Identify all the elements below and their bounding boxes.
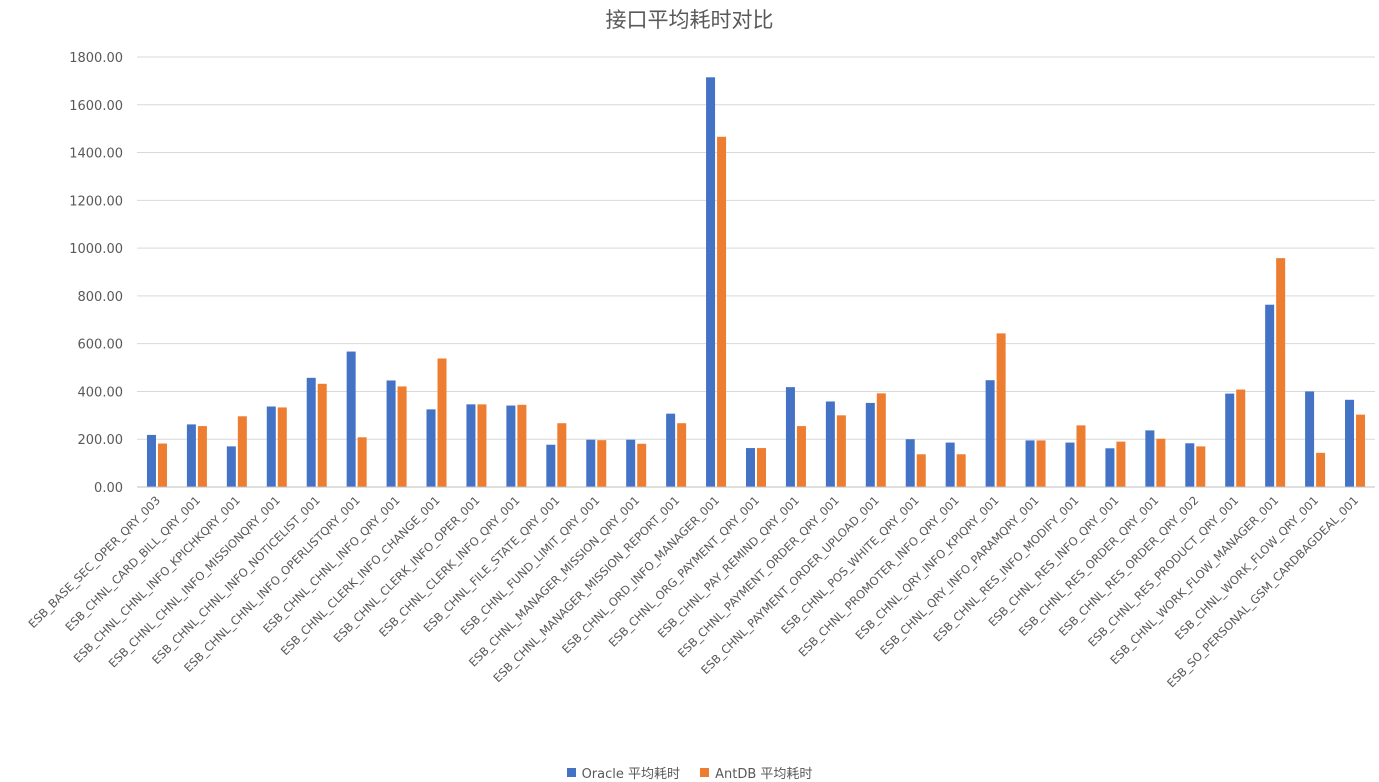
bar-oracle xyxy=(266,406,276,487)
bar-antdb xyxy=(637,443,647,487)
bar-antdb xyxy=(1076,425,1086,487)
bar-oracle xyxy=(785,387,795,487)
y-axis-ticks: 0.00 200.00 400.00 600.00 800.00 1000.00 1200.… xyxy=(69,51,123,496)
bar-antdb xyxy=(157,443,167,487)
bar-oracle xyxy=(306,377,316,487)
x-tick-label: ESB_CHNL_CLERK_INFO_QRY_001 xyxy=(376,493,522,639)
x-tick-label: ESB_SO_PERSONAL_GSM_CARDBAGDEAL_001 xyxy=(1164,493,1361,690)
y-tick-label: 1200.00 xyxy=(69,194,123,209)
bar-oracle xyxy=(865,402,875,487)
y-tick-label: 1400.00 xyxy=(69,147,123,162)
bar-oracle xyxy=(985,380,995,487)
bar-oracle xyxy=(466,404,476,487)
bar-chart: 0.00 200.00 400.00 600.00 800.00 1000.00 1200.… xyxy=(25,51,1375,690)
bar-antdb xyxy=(397,386,407,487)
bar-antdb xyxy=(1116,441,1126,487)
legend-item-antdb[interactable]: AntDB 平均耗时 xyxy=(700,763,812,782)
bar-antdb xyxy=(1276,258,1286,487)
bar-oracle xyxy=(1345,399,1355,487)
bar-oracle xyxy=(386,380,396,487)
bar-antdb xyxy=(437,358,447,487)
bar-oracle xyxy=(626,439,636,487)
x-tick-label: ESB_CHNL_WORK_FLOW_QRY_001 xyxy=(1172,493,1321,642)
y-tick-label: 0.00 xyxy=(94,481,123,496)
bar-antdb xyxy=(876,393,886,487)
bar-antdb xyxy=(836,415,846,487)
x-axis-labels: ESB_BASE_SEC_OPER_QRY_003ESB_CHNL_CARD_B… xyxy=(25,493,1361,690)
x-tick-label: ESB_CHNL_MANAGER_MISSION_REPORT_001 xyxy=(490,493,682,685)
bar-antdb xyxy=(677,423,687,487)
bar-antdb xyxy=(996,333,1006,487)
legend-swatch-antdb xyxy=(700,768,710,777)
bar-oracle xyxy=(586,439,596,487)
bar-antdb xyxy=(1316,452,1326,487)
bar-oracle xyxy=(1305,391,1315,487)
y-tick-label: 1600.00 xyxy=(69,99,123,114)
legend-item-oracle[interactable]: Oracle 平均耗时 xyxy=(566,763,680,782)
bar-oracle xyxy=(706,77,716,488)
bar-oracle xyxy=(1105,448,1115,487)
y-tick-label: 1000.00 xyxy=(69,242,123,257)
bar-antdb xyxy=(796,426,806,487)
bar-antdb xyxy=(357,437,367,487)
bar-oracle xyxy=(1025,440,1035,487)
bar-antdb xyxy=(197,426,207,487)
bar-antdb xyxy=(277,407,287,487)
bars xyxy=(146,77,1366,488)
bar-oracle xyxy=(746,448,755,487)
bar-antdb xyxy=(317,383,327,487)
bar-oracle xyxy=(186,424,196,487)
bar-oracle xyxy=(905,439,915,487)
bar-antdb xyxy=(237,416,247,487)
bar-oracle xyxy=(1265,304,1275,487)
bar-antdb xyxy=(597,440,607,487)
bar-antdb xyxy=(1236,389,1246,487)
bar-antdb xyxy=(717,136,727,488)
bar-antdb xyxy=(1036,440,1046,487)
y-tick-label: 800.00 xyxy=(78,290,124,305)
bar-oracle xyxy=(546,444,556,487)
bar-oracle xyxy=(426,409,436,487)
bar-antdb xyxy=(517,404,527,487)
legend: Oracle 平均耗时 AntDB 平均耗时 xyxy=(0,763,1379,782)
y-tick-label: 1800.00 xyxy=(69,51,123,66)
x-tick-label: ESB_CHNL_PAY_REMIND_QRY_001 xyxy=(655,493,802,640)
y-tick-label: 200.00 xyxy=(78,433,124,448)
bar-antdb xyxy=(1196,446,1206,487)
bar-oracle xyxy=(1225,393,1235,487)
bar-antdb xyxy=(1356,414,1366,487)
bar-oracle xyxy=(346,351,356,487)
legend-label-antdb: AntDB 平均耗时 xyxy=(715,767,813,782)
bar-antdb xyxy=(916,454,926,487)
bar-oracle xyxy=(146,434,156,487)
y-tick-label: 400.00 xyxy=(78,385,124,400)
x-tick-label: ESB_CHNL_RES_INFO_MODIFY_001 xyxy=(930,493,1081,644)
bar-oracle xyxy=(1145,430,1155,487)
gridlines xyxy=(137,56,1375,440)
legend-swatch-oracle xyxy=(566,768,576,777)
bar-oracle xyxy=(666,413,676,487)
bar-oracle xyxy=(945,442,955,487)
bar-antdb xyxy=(477,404,487,487)
legend-label-oracle: Oracle 平均耗时 xyxy=(581,767,680,782)
chart-title: 接口平均耗时对比 xyxy=(605,8,774,32)
bar-oracle xyxy=(1065,442,1075,487)
y-tick-label: 600.00 xyxy=(78,338,124,353)
bar-antdb xyxy=(557,423,567,487)
bar-oracle xyxy=(506,405,516,487)
x-tick-label: ESB_CHNL_QRY_INFO_KPIQRY_001 xyxy=(853,493,1002,642)
bar-oracle xyxy=(1185,443,1195,487)
bar-antdb xyxy=(1156,438,1166,487)
x-tick-label: ESB_CHNL_CLERK_INFO_OPER_001 xyxy=(331,493,483,645)
bar-oracle xyxy=(226,446,236,487)
bar-antdb xyxy=(757,448,766,487)
bar-oracle xyxy=(825,401,835,487)
bar-antdb xyxy=(956,454,966,487)
